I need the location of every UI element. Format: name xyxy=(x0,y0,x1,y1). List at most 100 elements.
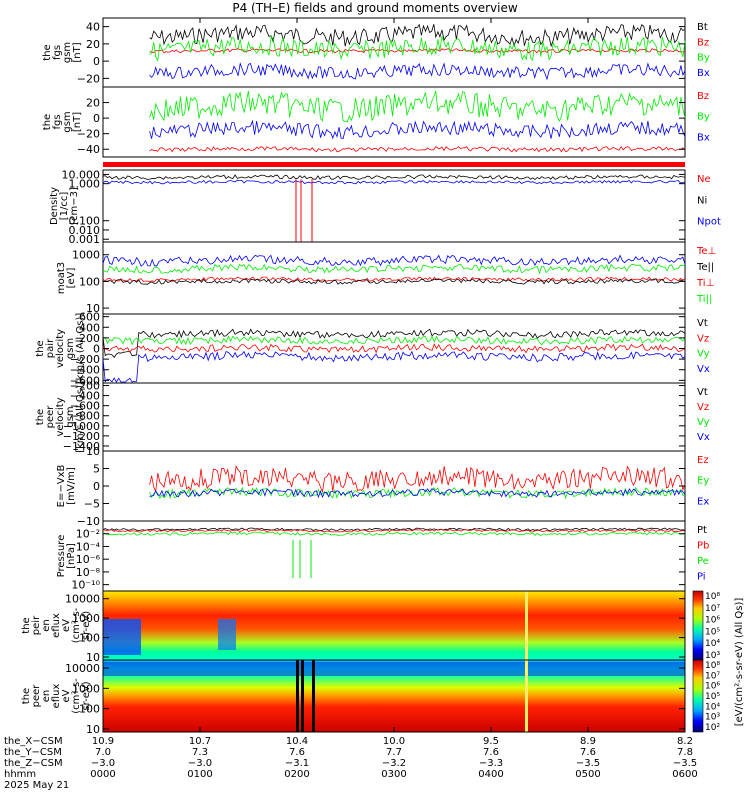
legend-Ni: Ni xyxy=(697,195,707,206)
y-axis-label: the peer velocity gsm [km/s (All Qs)] xyxy=(35,381,86,453)
y-axis-label-line: [mV/m] xyxy=(66,467,77,505)
legend-Te⊥: Te⊥ xyxy=(696,246,716,257)
legend-By: By xyxy=(697,112,710,123)
spectrogram-gap xyxy=(296,660,299,732)
colorbar-gradient xyxy=(692,659,704,733)
y-tick-label: 10⁻² xyxy=(76,528,100,541)
y-axis-label: Density [1/cc] [cm−3] xyxy=(49,187,80,225)
y-tick-label: −200 xyxy=(70,353,100,366)
y-tick-label: 400 xyxy=(79,321,100,334)
series-Ni xyxy=(102,174,686,181)
y-tick-label: −20 xyxy=(77,128,100,141)
legend-By: By xyxy=(697,53,710,64)
legend-Pi: Pi xyxy=(697,572,706,583)
panel-9: 10000 1000 100 10 the peir en eflux eV (cm²-s-sr-… xyxy=(21,590,686,664)
y-tick-label: 0 xyxy=(93,480,100,493)
y-axis-label-line: en xyxy=(41,619,52,632)
y-axis-label-line: [cm−3] xyxy=(69,187,80,225)
y-axis-label-line: gsm xyxy=(65,406,76,427)
y-axis-label: the fgs gsm [nT] xyxy=(42,42,83,63)
y-axis-label-line: eV xyxy=(61,689,72,702)
x-tick-label-zcsm: −3.3 xyxy=(479,758,503,769)
y-axis-label: E=−VxB [mV/m] xyxy=(56,465,77,508)
y-tick-label: 1000 xyxy=(72,682,100,695)
legend-Ez: Ez xyxy=(697,455,709,466)
y-axis-label-line: fgs xyxy=(52,45,63,60)
spectrogram-gap xyxy=(312,660,315,732)
x-tick-label-ycsm: 7.6 xyxy=(483,747,499,758)
x-tick-label-time: 0500 xyxy=(575,769,600,780)
y-tick-label: 600 xyxy=(79,311,100,324)
y-axis-label: Pressure [nPa] xyxy=(56,535,77,578)
y-axis-label-line: gsm xyxy=(62,111,73,132)
y-tick-label: −5 xyxy=(84,498,100,511)
colorbar-tick-label: 10⁷ xyxy=(705,604,720,614)
y-tick-label: −1200 xyxy=(63,430,100,443)
x-tick-label-ycsm: 7.6 xyxy=(289,747,305,758)
y-axis-label-line: the xyxy=(21,617,32,633)
spectrogram-image xyxy=(103,591,685,660)
y-tick-label: 10 xyxy=(86,651,100,664)
y-tick-label: −20 xyxy=(77,72,100,85)
colorbar-tick-label: 10⁸ xyxy=(705,592,720,602)
legend-Vz: Vz xyxy=(697,333,709,344)
y-axis-label-line: gsm xyxy=(65,338,76,359)
y-tick-label: −600 xyxy=(70,400,100,413)
colorbar-gradient xyxy=(692,590,704,661)
x-tick-label-zcsm: −3.2 xyxy=(382,758,406,769)
legend-Pt: Pt xyxy=(697,525,707,536)
colorbar-tick-label: 10⁴ xyxy=(705,639,720,649)
series-Pt xyxy=(102,527,686,532)
x-tick-label-time: 0200 xyxy=(284,769,309,780)
ne-overflow-bar xyxy=(103,162,685,167)
y-axis-label: the fgs gsm [nT] xyxy=(42,111,83,132)
legend-Vx: Vx xyxy=(697,432,710,443)
y-tick-label: −400 xyxy=(70,390,100,403)
series-Vt xyxy=(102,328,686,358)
y-axis-label-line: eflux xyxy=(51,613,62,638)
x-tick-label-ycsm: 7.7 xyxy=(386,747,402,758)
x-tick-label-zcsm: −3.0 xyxy=(188,758,212,769)
colorbar-tick-label: 10⁸ xyxy=(705,661,720,671)
y-axis-label-line: (cm²-s- xyxy=(71,607,82,643)
y-axis-label-line: [km/s (All Qs)] xyxy=(75,381,86,453)
colorbar-tick-label: 10³ xyxy=(705,651,720,661)
series-Pe xyxy=(102,531,686,536)
x-tick-label-ycsm: 7.3 xyxy=(192,747,208,758)
spectrogram-low-flux-region xyxy=(103,619,141,655)
y-tick-label: 100 xyxy=(79,703,100,716)
series-Te-perp xyxy=(102,254,686,267)
y-tick-label: 100 xyxy=(79,632,100,645)
xaxis-row-label: the_X−CSM xyxy=(4,736,63,747)
panel-frame xyxy=(102,382,686,452)
x-tick-label-time: 0400 xyxy=(478,769,503,780)
legend-Bz: Bz xyxy=(697,91,709,102)
legend-Bz: Bz xyxy=(697,37,709,48)
y-tick-label: 0 xyxy=(93,112,100,125)
legend-Vt: Vt xyxy=(697,318,708,329)
panel-frame xyxy=(102,520,686,592)
y-axis-label-line: [nPa] xyxy=(66,543,77,569)
panel-4: 1000 100 10 moat3 [eV] Te⊥ Te|| Ti⊥ Ti|| xyxy=(56,241,716,315)
panel-2: 20 0 −20 −40 the fgs gsm [nT] Bz By Bx xyxy=(42,86,710,158)
y-axis-label-line: [nT] xyxy=(72,42,83,62)
spectrogram-dark-band xyxy=(103,662,685,676)
y-tick-label: 0.100 xyxy=(69,215,101,228)
y-axis-label-line: eflux xyxy=(51,684,62,709)
y-tick-label: −1400 xyxy=(63,440,100,453)
xaxis-row-label: the_Z−CSM xyxy=(4,758,63,769)
panel-10: 10000 1000 100 10 the peer en eflux eV (cm²-s-sr-… xyxy=(21,659,686,736)
y-axis-label-line: [1/cc] xyxy=(59,192,70,221)
series-Ez xyxy=(149,465,686,494)
y-tick-label: 1.000 xyxy=(69,178,101,191)
y-axis-label-line: E=−VxB xyxy=(56,465,67,508)
xaxis-row-label: hhmm xyxy=(4,769,36,780)
y-tick-label: −400 xyxy=(70,364,100,377)
colorbar-tick-label: 10² xyxy=(705,723,720,733)
xaxis-row-label: the_Y−CSM xyxy=(4,747,62,758)
y-tick-label: 10000 xyxy=(65,662,100,675)
x-tick-label-time: 0000 xyxy=(90,769,115,780)
x-tick-label-xcsm: 10.7 xyxy=(189,736,211,747)
